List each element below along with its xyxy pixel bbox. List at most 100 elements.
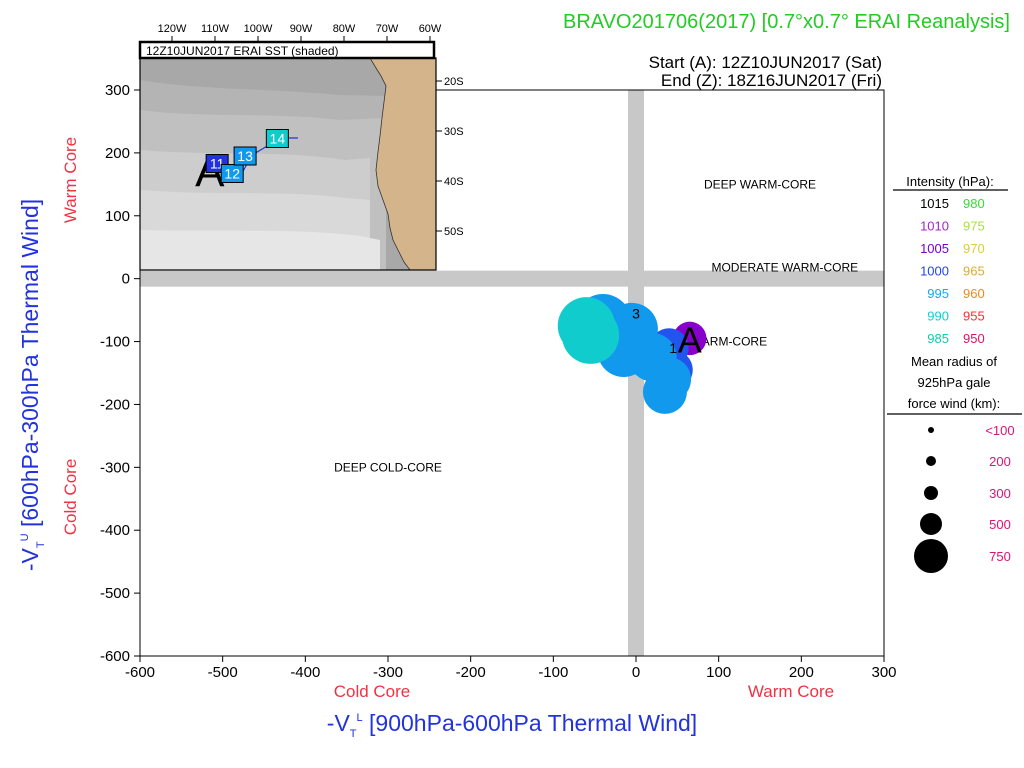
x-tick-label: 0 [632, 664, 640, 681]
inset-lat-label: 30S [444, 126, 464, 138]
y-tick-label: -300 [100, 459, 130, 476]
intensity-legend-item: 975 [963, 219, 985, 234]
radius-legend-label: <100 [985, 423, 1014, 438]
y-axis-label-sup: U [19, 533, 31, 541]
intensity-legend-item: 950 [963, 331, 985, 346]
intensity-legend-item: 1005 [920, 241, 949, 256]
radius-legend-title: Mean radius of [911, 354, 997, 369]
y-tick-label: 200 [105, 145, 130, 162]
x-axis-label-prefix: -V [327, 710, 351, 736]
inset-lat-ticks: 20S 30S 40S 50S [436, 76, 464, 238]
south-america-land [369, 58, 436, 270]
track-label: 1 [669, 340, 677, 356]
track-points [557, 294, 707, 414]
y-axis-label-text: [600hPa-300hPa Thermal Wind] [17, 199, 43, 534]
inset-track-label: 13 [237, 148, 253, 164]
inset-lat-label: 40S [444, 176, 464, 188]
inset-track-box [265, 129, 289, 148]
intensity-legend-item: 1000 [920, 264, 949, 279]
x-tick-label: -100 [538, 664, 568, 681]
radius-legend-label: 200 [989, 454, 1011, 469]
quadrant-label: MODERATE WARM-CORE [711, 260, 858, 274]
radius-legend-title: force wind (km): [908, 396, 1000, 411]
quadrant-label: DEEP COLD-CORE [334, 460, 442, 474]
inset-lon-ticks: 120W 110W 100W 90W 80W 70W 60W [158, 23, 442, 42]
track-point [561, 306, 620, 364]
radius-legend-title: 925hPa gale [917, 375, 990, 390]
intensity-legend-title: Intensity (hPa): [906, 174, 993, 189]
intensity-legend-item: 955 [963, 309, 985, 324]
x-axis-label: -VTL [900hPa-600hPa Thermal Wind] [327, 710, 697, 740]
radius-legend-label: 500 [989, 517, 1011, 532]
inset-track-label: 14 [270, 131, 286, 147]
radius-legend-dot [914, 539, 948, 573]
inset-track-label: 12 [224, 166, 240, 182]
chart-title: BRAVO201706(2017) [0.7°x0.7° ERAI Reanal… [563, 11, 1010, 33]
intensity-legend-item: 995 [927, 286, 949, 301]
y-cold-core-label: Cold Core [61, 459, 80, 536]
x-tick-label: -500 [208, 664, 238, 681]
x-tick-label: 300 [871, 664, 896, 681]
radius-legend-label: 750 [989, 549, 1011, 564]
plot-frame [139, 89, 885, 657]
intensity-legend-item: 960 [963, 286, 985, 301]
axes: -600 -500 -400 -300 -200 -100 0 100 200 300 -600 -5… [100, 82, 897, 681]
inset-lon-label: 100W [244, 23, 273, 35]
x-axis-label-sup: L [357, 712, 363, 724]
x-axis-label-sub: T [350, 728, 357, 740]
intensity-legend-item: 970 [963, 241, 985, 256]
track-label: 3 [632, 305, 640, 321]
intensity-legend-item: 985 [927, 331, 949, 346]
y-tick-label: -100 [100, 334, 130, 351]
inset-lon-label: 80W [333, 23, 356, 35]
x-cold-core-label: Cold Core [334, 682, 411, 701]
inset-lon-label: 70W [376, 23, 399, 35]
intensity-legend-item: 1010 [920, 219, 949, 234]
y-axis-label: -VTU [600hPa-300hPa Thermal Wind] [17, 199, 47, 571]
y-tick-label: 300 [105, 82, 130, 99]
radius-legend: Mean radius of 925hPa gale force wind (km)… [887, 354, 1022, 573]
intensity-legend-item: 980 [963, 196, 985, 211]
y-axis-label-sub: T [35, 541, 47, 548]
inset-lon-label: 110W [201, 23, 230, 35]
inset-track-box [220, 164, 244, 183]
intensity-legend-item: 990 [927, 309, 949, 324]
y-tick-label: -400 [100, 522, 130, 539]
inset-lon-label: 90W [290, 23, 313, 35]
x-tick-label: 200 [789, 664, 814, 681]
inset-label-box [138, 40, 436, 60]
inset-lat-label: 20S [444, 76, 464, 88]
x-tick-label: -200 [456, 664, 486, 681]
track-labels: A1 3 [632, 305, 702, 360]
y-tick-label: 0 [122, 271, 130, 288]
inset-map: 12Z10JUN2017 ERAI SST (shaded) 120W 110W 1… [138, 23, 464, 271]
x-axis-label-text: [900hPa-600hPa Thermal Wind] [363, 710, 698, 736]
radius-legend-label: 300 [989, 486, 1011, 501]
x-tick-label: 100 [706, 664, 731, 681]
track-label: A [678, 319, 702, 360]
intensity-legend-item: 1015 [920, 196, 949, 211]
quadrant-label: DEEP WARM-CORE [704, 177, 816, 191]
sst-band-5 [140, 230, 380, 270]
intensity-legend-item: 965 [963, 264, 985, 279]
y-warm-core-label: Warm Core [61, 137, 80, 223]
inset-label: 12Z10JUN2017 ERAI SST (shaded) [146, 44, 339, 58]
horizontal-zero-bar [140, 270, 884, 287]
inset-track: A11121314 [195, 129, 289, 197]
radius-legend-dot [924, 486, 938, 500]
inset-lat-label: 50S [444, 226, 464, 238]
y-tick-label: -500 [100, 585, 130, 602]
x-tick-label: -300 [373, 664, 403, 681]
intensity-legend: Intensity (hPa): 1015 980 1010 975 1005 970 100… [893, 174, 1008, 346]
x-tick-label: -600 [125, 664, 155, 681]
y-tick-label: 100 [105, 208, 130, 225]
x-tick-label: -400 [290, 664, 320, 681]
inset-lon-label: 120W [158, 23, 187, 35]
radius-legend-dot [920, 513, 942, 535]
end-time-label: End (Z): 18Z16JUN2017 (Fri) [661, 71, 882, 90]
inset-lon-label: 60W [419, 23, 442, 35]
y-tick-label: -200 [100, 396, 130, 413]
inset-track-box [233, 146, 257, 166]
radius-legend-dot [926, 456, 936, 466]
